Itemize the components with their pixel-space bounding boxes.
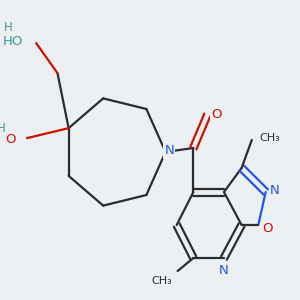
Text: O: O bbox=[262, 223, 273, 236]
Text: CH₃: CH₃ bbox=[151, 276, 172, 286]
Text: O: O bbox=[211, 109, 222, 122]
Text: N: N bbox=[219, 263, 229, 277]
Text: HO: HO bbox=[3, 34, 23, 48]
Text: H: H bbox=[4, 21, 13, 34]
Text: CH₃: CH₃ bbox=[259, 133, 280, 143]
Text: O: O bbox=[5, 133, 16, 146]
Text: N: N bbox=[270, 184, 280, 196]
Text: H: H bbox=[0, 122, 5, 135]
Text: N: N bbox=[164, 145, 174, 158]
